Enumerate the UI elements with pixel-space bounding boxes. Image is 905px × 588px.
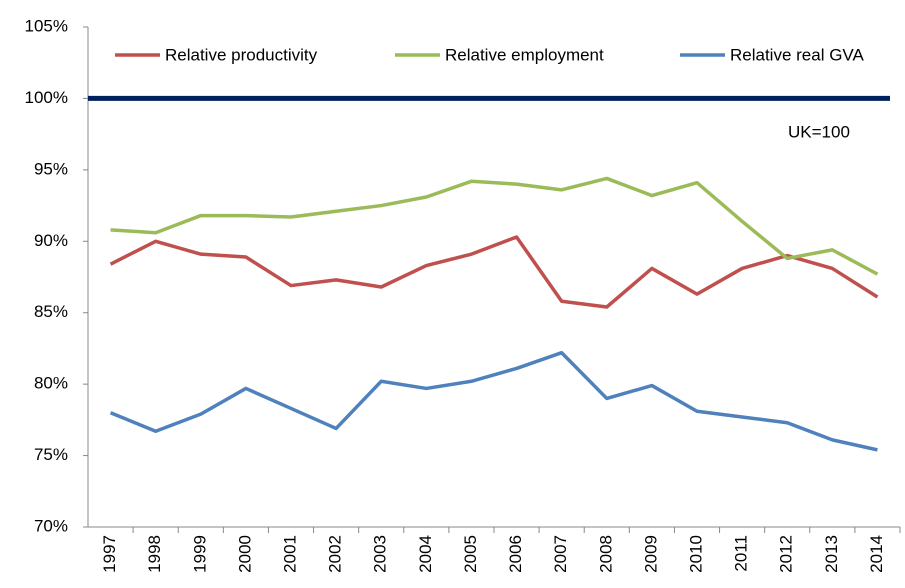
x-tick-label: 2005 [461,535,480,573]
y-tick-label: 70% [34,516,68,535]
y-tick-label: 100% [25,88,68,107]
x-tick-label: 1998 [145,535,164,573]
x-tick-label: 1997 [100,535,119,573]
x-tick-label: 2002 [326,535,345,573]
legend-label: Relative productivity [165,45,318,64]
x-tick-label: 2001 [280,535,299,573]
x-tick-label: 2011 [732,535,751,572]
y-tick-label: 80% [34,374,68,393]
x-tick-label: 2007 [551,535,570,573]
x-tick-label: 2009 [641,535,660,573]
x-tick-label: 2003 [371,535,390,573]
x-tick-label: 2006 [506,535,525,573]
x-tick-label: 2000 [235,535,254,573]
y-tick-label: 90% [34,231,68,250]
x-tick-label: 2008 [596,535,615,573]
x-tick-label: 2010 [686,535,705,573]
legend-label: Relative real GVA [730,45,865,64]
series-line [110,176,879,276]
y-tick-label: 105% [25,16,68,35]
annotation: UK=100 [788,122,850,141]
x-tick-label: 2004 [416,535,435,573]
y-tick-label: 75% [34,445,68,464]
x-tick-label: 2013 [822,535,841,573]
x-tick-label: 2014 [867,535,886,573]
series-line [109,235,879,309]
x-tick-label: 2012 [777,535,796,573]
y-tick-label: 85% [34,302,68,321]
x-tick-label: 1999 [190,535,209,573]
legend-label: Relative employment [445,45,604,64]
y-tick-label: 95% [34,159,68,178]
series-line [109,350,878,452]
